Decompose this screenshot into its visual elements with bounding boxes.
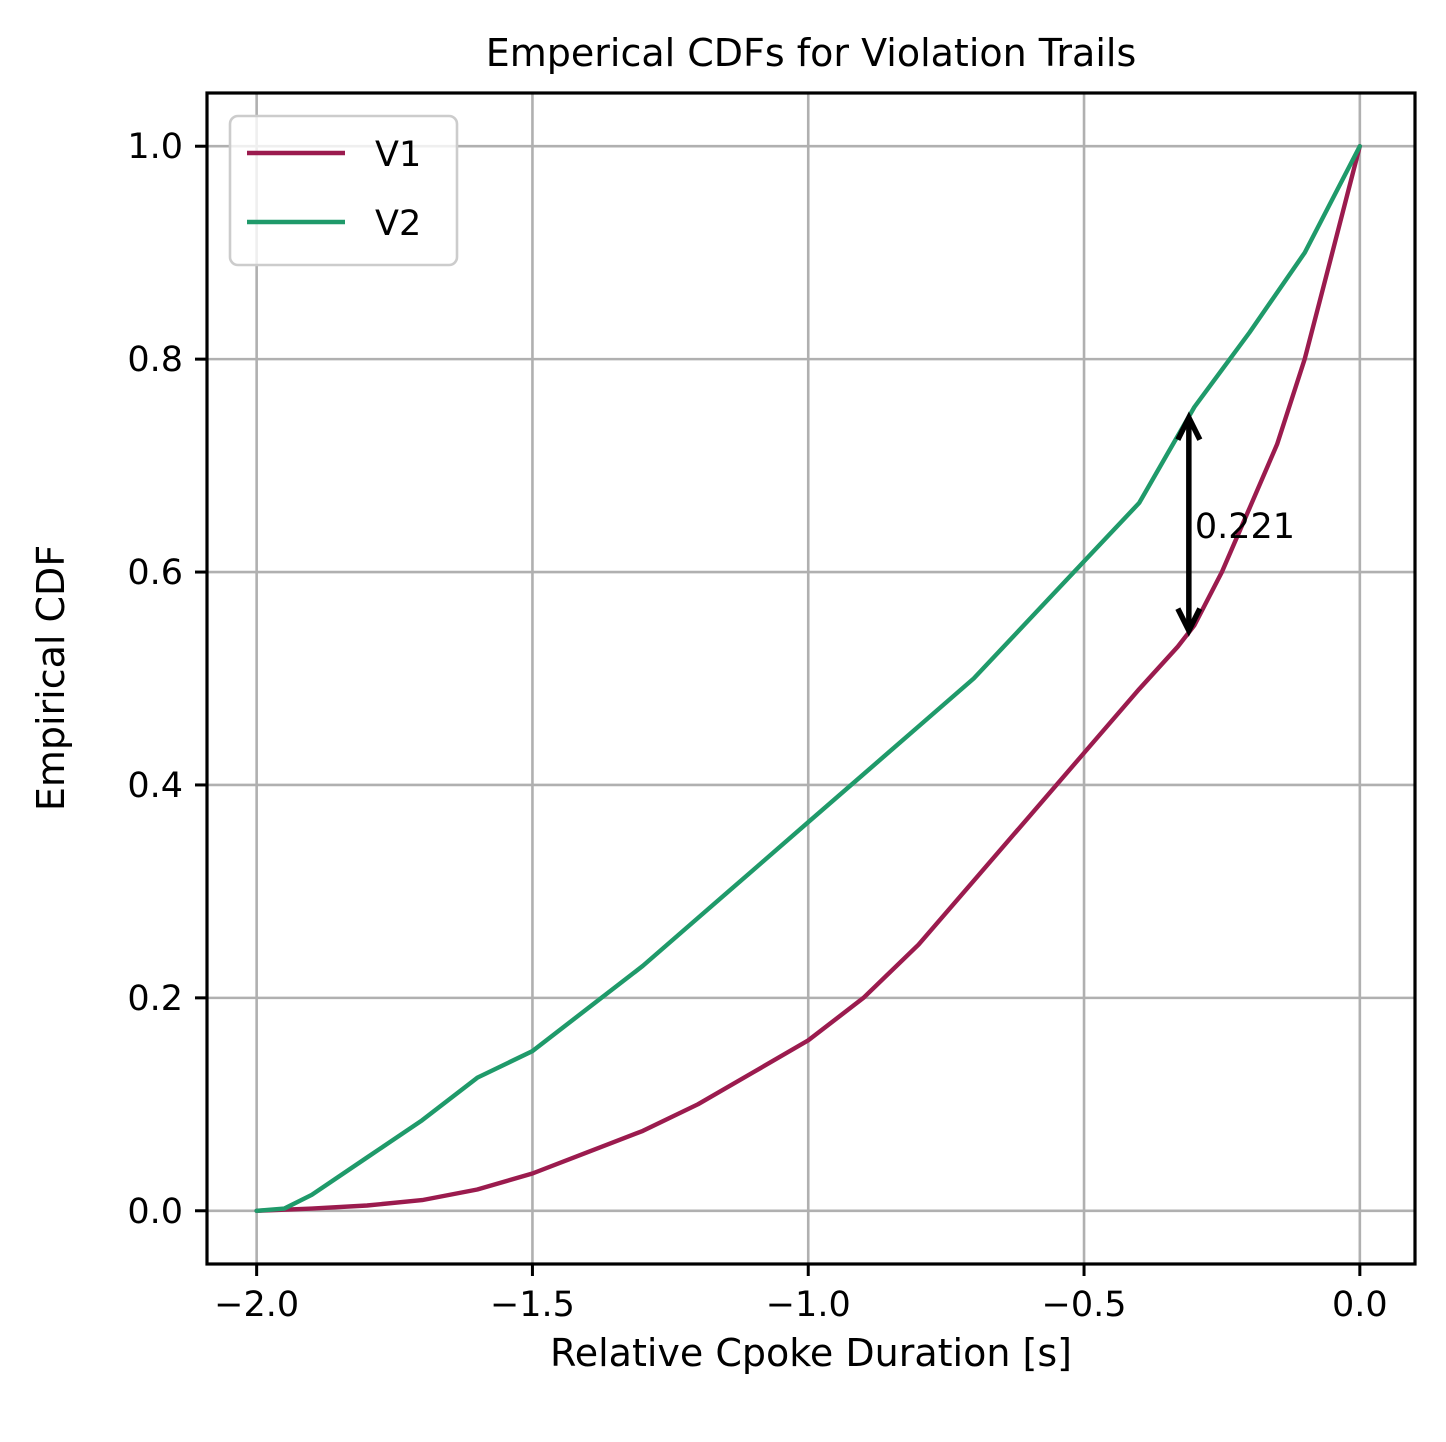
legend: V1 V2 (228, 114, 459, 267)
y-tick-label: 0.8 (127, 340, 183, 380)
x-tick-label: −1.5 (490, 1285, 575, 1325)
plot-frame (205, 91, 1417, 1266)
x-axis: −2.0 −1.5 −1.0 −0.5 0.0 (214, 1264, 1388, 1325)
legend-label-v2: V2 (375, 204, 421, 244)
annotation-arrow-head-top (1175, 411, 1203, 441)
x-tick-label: −0.5 (1042, 1285, 1127, 1325)
series-layer (254, 143, 1363, 1214)
chart-title: Emperical CDFs for Violation Trails (486, 31, 1137, 75)
series-line-v1 (254, 143, 1363, 1214)
x-axis-title: Relative Cpoke Duration [s] (550, 1331, 1072, 1375)
annotation-layer: 0.221 (1175, 411, 1295, 637)
y-tick-label: 0.0 (127, 1192, 183, 1232)
series-line-v2 (254, 143, 1363, 1214)
annotation-label: 0.221 (1195, 507, 1295, 547)
y-tick-label: 0.4 (127, 766, 183, 806)
x-tick-label: −2.0 (214, 1285, 299, 1325)
x-tick-label: 0.0 (1332, 1285, 1388, 1325)
grid (207, 93, 1415, 1264)
y-tick-label: 0.6 (127, 553, 183, 593)
legend-label-v1: V1 (375, 135, 421, 175)
y-tick-label: 0.2 (127, 979, 183, 1019)
annotation-arrow-head-bottom (1175, 607, 1203, 637)
y-axis: 0.0 0.2 0.4 0.6 0.8 1.0 (127, 127, 207, 1232)
x-tick-label: −1.0 (766, 1285, 851, 1325)
y-tick-label: 1.0 (127, 127, 183, 167)
legend-box (228, 114, 459, 267)
y-axis-title: Empirical CDF (29, 545, 73, 811)
